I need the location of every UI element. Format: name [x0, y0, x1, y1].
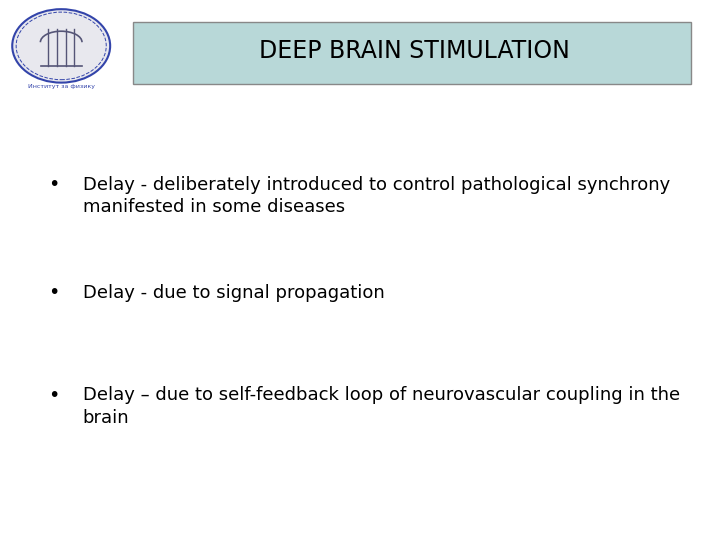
FancyBboxPatch shape — [133, 22, 691, 84]
Circle shape — [12, 9, 110, 83]
Text: Институт за физику: Институт за физику — [27, 84, 95, 90]
Text: •: • — [48, 386, 60, 405]
Text: Delay - deliberately introduced to control pathological synchrony
manifested in : Delay - deliberately introduced to contr… — [83, 176, 670, 217]
Text: Delay – due to self-feedback loop of neurovascular coupling in the
brain: Delay – due to self-feedback loop of neu… — [83, 386, 680, 427]
Text: Delay - due to signal propagation: Delay - due to signal propagation — [83, 284, 384, 301]
Text: DEEP BRAIN STIMULATION: DEEP BRAIN STIMULATION — [258, 39, 570, 63]
Text: •: • — [48, 176, 60, 194]
Text: •: • — [48, 284, 60, 302]
